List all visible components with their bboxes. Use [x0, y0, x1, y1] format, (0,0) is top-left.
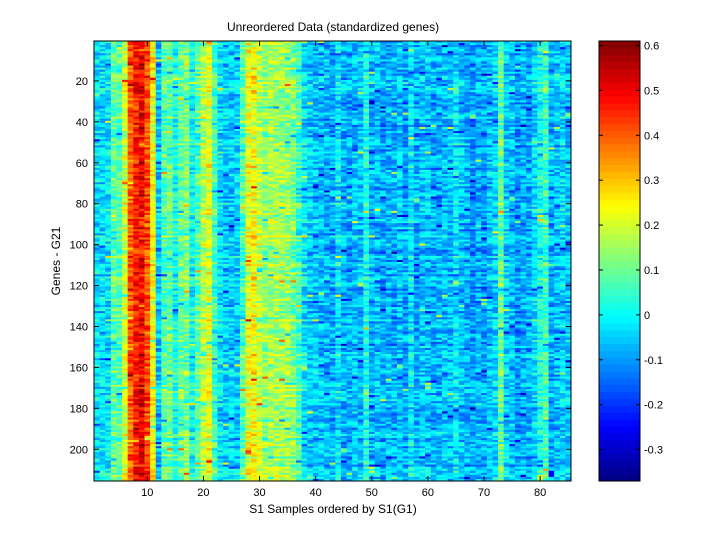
chart-title: Unreordered Data (standardized genes)	[227, 20, 439, 34]
heatmap-cells	[94, 41, 571, 481]
